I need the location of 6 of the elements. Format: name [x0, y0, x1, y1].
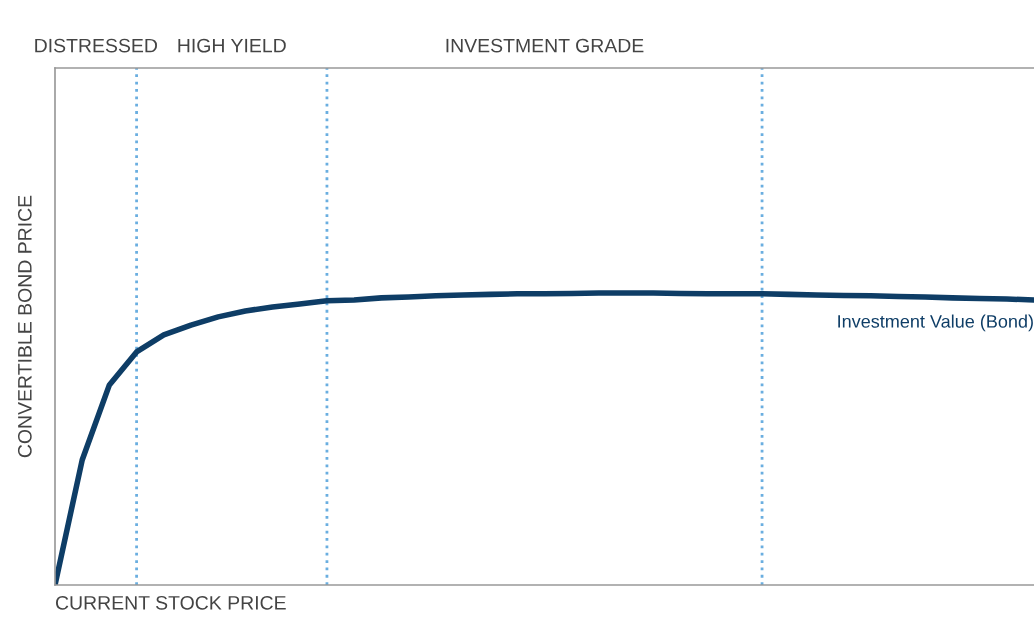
series-label: Investment Value (Bond) — [838, 314, 1033, 332]
x-axis-title: CURRENT STOCK PRICE — [55, 595, 286, 610]
text: INVESTMENT GRADE — [446, 38, 644, 53]
text: DISTRESSED — [35, 38, 157, 53]
text: HIGH YIELD — [178, 38, 286, 53]
y-axis-title: CONVERTIBLE BOND PRICE — [17, 195, 32, 458]
